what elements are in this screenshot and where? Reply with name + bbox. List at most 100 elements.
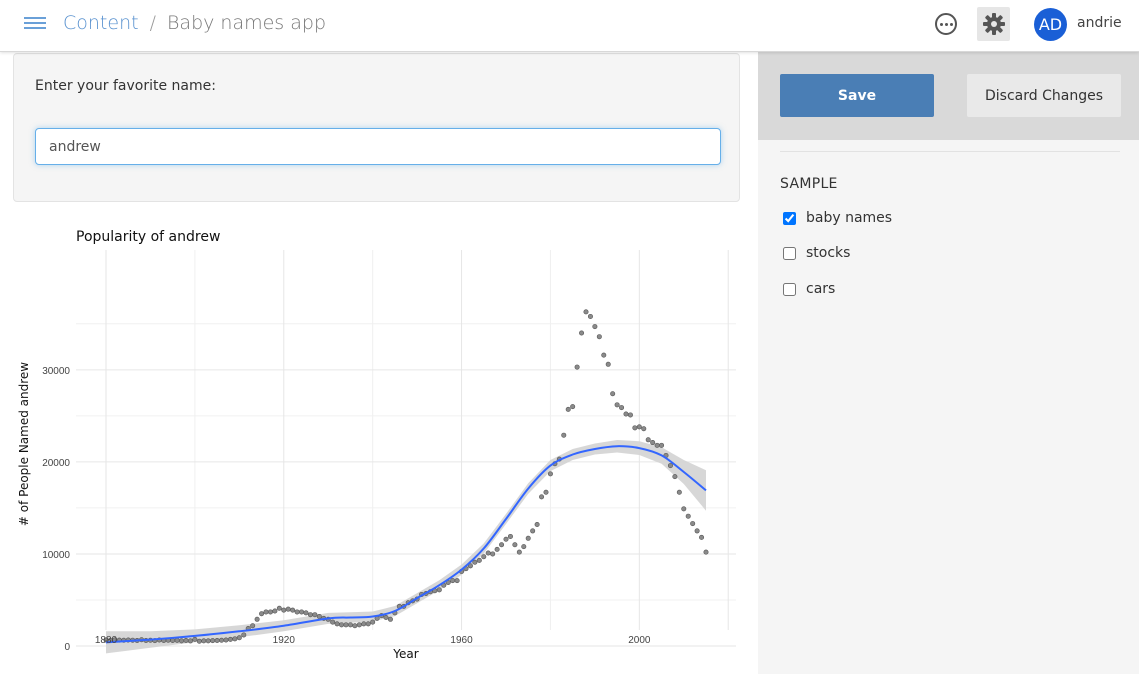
data-point	[627, 412, 633, 418]
input-panel: Enter your favorite name:	[13, 53, 740, 202]
confidence-band	[106, 440, 706, 654]
breadcrumb-content-link[interactable]: Content	[63, 12, 139, 34]
x-axis-label: Year	[392, 647, 418, 661]
data-point	[525, 535, 531, 541]
data-point	[521, 544, 527, 550]
data-point	[205, 638, 211, 644]
data-point	[454, 578, 460, 584]
favorite-name-input[interactable]	[35, 128, 721, 165]
data-point	[307, 612, 313, 618]
data-point	[436, 587, 442, 593]
data-point	[570, 404, 576, 410]
data-point	[619, 405, 625, 411]
data-point	[539, 494, 545, 500]
data-point	[281, 607, 287, 613]
sidebar-header: Save Discard Changes	[758, 52, 1139, 140]
y-axis-label: # of People Named andrew	[17, 362, 31, 526]
data-point	[201, 638, 207, 644]
data-point	[472, 559, 478, 565]
data-point	[583, 309, 589, 315]
data-point	[641, 426, 647, 432]
data-point	[254, 616, 260, 622]
gear-icon[interactable]	[977, 7, 1010, 41]
top-bar: Content / Baby names app AD andrie	[0, 0, 1139, 52]
data-point	[676, 489, 682, 495]
data-point	[383, 614, 389, 620]
data-point	[210, 638, 216, 644]
data-point	[334, 621, 340, 627]
sample-option-stocks[interactable]: stocks	[783, 245, 850, 261]
data-point	[187, 638, 193, 644]
sidebar-divider	[780, 151, 1120, 152]
sample-option-baby-names[interactable]: baby names	[783, 210, 892, 226]
data-point	[499, 542, 505, 548]
data-point	[703, 549, 709, 555]
y-tick-label: 20000	[42, 458, 70, 469]
data-point	[694, 528, 700, 534]
data-point	[232, 636, 238, 642]
hamburger-menu-icon[interactable]	[24, 17, 46, 31]
data-point	[290, 607, 296, 613]
gear-icon-graphic	[982, 13, 1005, 35]
x-tick-label: 1920	[273, 635, 296, 646]
sample-option-cars[interactable]: cars	[783, 281, 835, 297]
data-point	[250, 623, 256, 629]
data-point	[263, 609, 269, 615]
data-point	[316, 614, 322, 620]
data-point	[196, 638, 202, 644]
data-point	[285, 606, 291, 612]
data-point	[614, 402, 620, 408]
data-point	[241, 632, 247, 638]
breadcrumb-current: Baby names app	[166, 12, 326, 34]
data-point	[347, 622, 353, 628]
data-point	[681, 506, 687, 512]
data-point	[596, 334, 602, 340]
baby-names-checkbox[interactable]	[783, 211, 796, 225]
data-point	[303, 610, 309, 616]
breadcrumb: Content / Baby names app	[63, 12, 326, 34]
data-point	[654, 442, 660, 448]
data-point	[312, 612, 318, 618]
data-point	[574, 364, 580, 370]
discard-changes-button[interactable]: Discard Changes	[967, 74, 1121, 117]
data-point	[485, 550, 491, 556]
data-point	[330, 619, 336, 625]
data-point	[632, 425, 638, 431]
data-point	[236, 635, 242, 641]
data-point	[272, 608, 278, 614]
stocks-checkbox[interactable]	[783, 246, 796, 260]
data-point	[623, 411, 629, 417]
data-point	[530, 528, 536, 534]
data-point	[227, 636, 233, 642]
settings-sidebar: Save Discard Changes SAMPLE baby names s…	[758, 52, 1139, 674]
data-point	[512, 542, 518, 548]
user-avatar[interactable]: AD	[1034, 8, 1067, 41]
main-panel: Enter your favorite name: 1880 1920 1960 20…	[0, 52, 758, 674]
more-options-icon[interactable]	[935, 13, 957, 35]
data-point	[299, 609, 305, 615]
data-point	[543, 489, 549, 495]
y-tick-label: 0	[64, 642, 70, 653]
data-point	[450, 578, 456, 584]
sample-option-label: cars	[806, 281, 836, 297]
data-point	[467, 563, 473, 569]
save-button[interactable]: Save	[780, 74, 934, 117]
data-point	[494, 546, 500, 552]
data-point	[387, 616, 393, 622]
data-point	[267, 609, 273, 615]
sample-option-label: baby names	[806, 210, 893, 226]
data-point	[547, 471, 553, 477]
data-point	[219, 637, 225, 643]
y-tick-label: 30000	[42, 366, 70, 377]
user-name[interactable]: andrie	[1077, 15, 1122, 31]
x-tick-label: 1880	[95, 635, 118, 646]
data-point	[579, 330, 585, 336]
data-point	[667, 463, 673, 469]
data-point	[490, 551, 496, 557]
cars-checkbox[interactable]	[783, 282, 796, 296]
data-point	[699, 534, 705, 540]
data-point	[174, 637, 180, 643]
data-point	[534, 521, 540, 527]
name-input-label: Enter your favorite name:	[35, 78, 216, 94]
data-point	[587, 313, 593, 319]
